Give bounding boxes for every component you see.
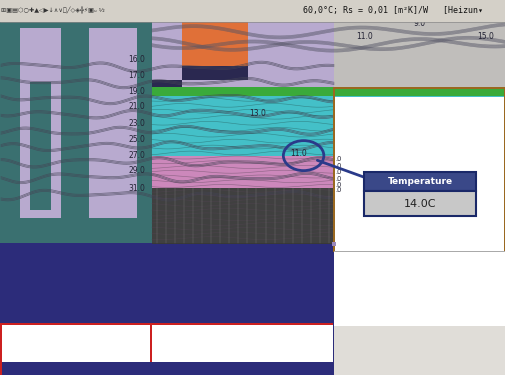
Text: 25.0: 25.0 [128, 135, 145, 144]
Text: 17.0: 17.0 [128, 71, 145, 80]
Bar [88, 28, 136, 73]
Bar [332, 87, 334, 252]
Bar [333, 96, 505, 156]
Text: 11.0: 11.0 [355, 32, 372, 41]
Text: .0: .0 [335, 182, 341, 188]
Bar [152, 96, 333, 156]
Bar [0, 325, 333, 375]
Bar [182, 66, 247, 80]
Text: .0: .0 [335, 170, 341, 176]
Bar [331, 242, 335, 246]
Bar [152, 188, 333, 244]
Bar [88, 73, 136, 219]
Bar [152, 87, 333, 96]
Bar [182, 22, 247, 80]
Text: 11.0: 11.0 [289, 148, 307, 158]
Text: .0: .0 [335, 163, 341, 169]
Bar [364, 172, 475, 192]
Bar [0, 22, 152, 243]
Bar [149, 325, 152, 362]
Text: 13.0: 13.0 [249, 109, 266, 118]
Text: 31.0: 31.0 [128, 184, 145, 193]
Text: 21.0: 21.0 [128, 102, 145, 111]
Text: 15.0: 15.0 [476, 32, 493, 41]
Bar [1, 22, 150, 243]
Bar [332, 87, 505, 89]
Text: .0: .0 [335, 188, 341, 194]
Text: 16.0: 16.0 [128, 56, 145, 64]
Bar [0, 325, 2, 375]
Text: 23.0: 23.0 [128, 119, 145, 128]
Bar [152, 156, 333, 244]
Text: 14.0C: 14.0C [403, 198, 435, 208]
Bar [63, 28, 88, 238]
Text: 27.0: 27.0 [128, 151, 145, 160]
Bar [0, 243, 333, 326]
Bar [333, 97, 505, 326]
Text: ⊞▣▤⬡○✚▲◁▶↓∧∨⌕╱◇◈╬⚡▣ᵤ ⅟₂: ⊞▣▤⬡○✚▲◁▶↓∧∨⌕╱◇◈╬⚡▣ᵤ ⅟₂ [1, 7, 105, 15]
Bar [0, 0, 505, 22]
Bar [0, 323, 332, 325]
Bar [333, 22, 505, 97]
Bar [152, 22, 182, 87]
Text: Temperature: Temperature [387, 177, 451, 186]
Bar [0, 22, 333, 243]
Text: 9.0: 9.0 [413, 19, 425, 28]
Bar [503, 87, 505, 252]
Bar [152, 188, 333, 243]
Bar [364, 192, 475, 216]
Bar [332, 251, 505, 252]
Bar [30, 82, 50, 210]
Text: .0: .0 [335, 176, 341, 182]
Bar [1, 217, 150, 243]
Text: .0: .0 [335, 156, 341, 162]
Bar [152, 325, 332, 362]
Bar [20, 73, 61, 219]
Bar [333, 251, 505, 252]
Bar [333, 87, 505, 96]
Text: 60,0°C; Rs = 0,01 [m²K]/W   [Heizun▾: 60,0°C; Rs = 0,01 [m²K]/W [Heizun▾ [302, 6, 482, 15]
Bar [2, 325, 149, 362]
Text: 19.0: 19.0 [128, 87, 145, 96]
Bar [152, 22, 333, 243]
Text: 29.0: 29.0 [128, 166, 145, 175]
Bar [152, 80, 182, 87]
Bar [20, 28, 61, 73]
